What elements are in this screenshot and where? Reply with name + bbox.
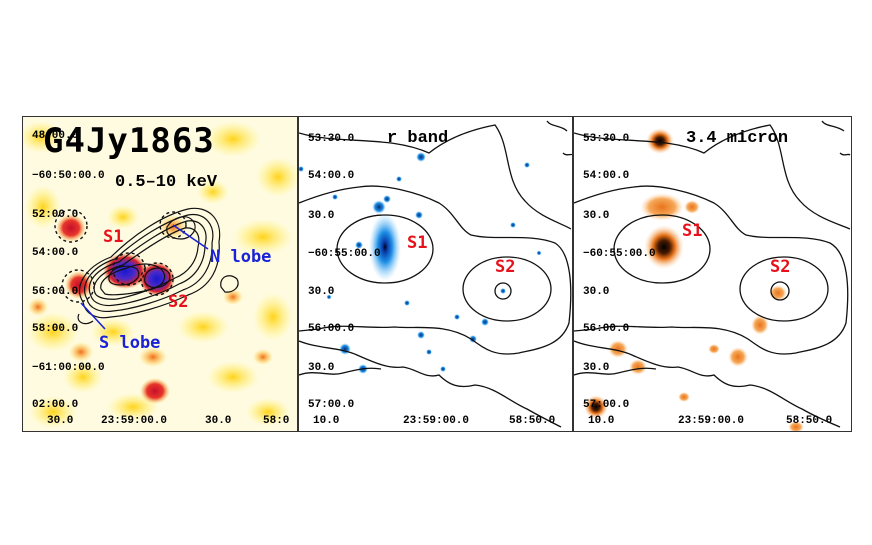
dec-tick: 56:00.0 [32, 286, 79, 298]
ra-tick: 23:59:00.0 [678, 415, 745, 427]
ra-tick: 30.0 [205, 415, 232, 427]
dec-tick: 53:30.0 [308, 133, 355, 145]
optical-s2-label: S2 [495, 257, 516, 277]
dec-tick: 57:00.0 [308, 399, 355, 411]
ra-tick: 58:50.0 [509, 415, 556, 427]
ra-tick: 10.0 [313, 415, 340, 427]
host-galaxy-s1-ir [644, 225, 684, 269]
dec-tick: −60:50:00.0 [32, 170, 105, 182]
dec-tick: 30.0 [583, 286, 610, 298]
dec-tick: −60:55:00.0 [308, 248, 381, 260]
s-lobe-pointer [80, 302, 106, 330]
optical-image [299, 117, 572, 431]
dec-tick: −60:55:00.0 [583, 248, 656, 260]
optical-contours [299, 120, 572, 428]
xray-contours [77, 207, 239, 325]
xray-band-label: 0.5–10 keV [115, 173, 218, 192]
host-galaxy-s1 [369, 213, 401, 281]
infrared-panel: 3.4 micron S1 S2 53:30.0 54:00.0 30.0 −6… [573, 116, 852, 432]
dec-tick: 54:00.0 [583, 170, 630, 182]
ra-tick: 23:59:00.0 [403, 415, 470, 427]
dec-tick: 56:00.0 [308, 323, 355, 335]
ra-tick: 30.0 [47, 415, 74, 427]
dec-tick: 56:00.0 [583, 323, 630, 335]
ra-tick: 58:50.0 [786, 415, 833, 427]
xray-noise [23, 121, 297, 428]
optical-band-label: r band [387, 129, 449, 148]
dec-tick: 30.0 [583, 210, 610, 222]
dec-tick: 54:00.0 [32, 247, 79, 259]
ir-contours [574, 120, 851, 428]
ir-field-sources [584, 193, 804, 431]
dec-tick: 53:30.0 [583, 133, 630, 145]
n-lobe-label: N lobe [210, 247, 272, 267]
xray-s1-label: S1 [103, 227, 124, 247]
ra-tick: 58:0 [263, 415, 290, 427]
ir-band-label: 3.4 micron [686, 129, 789, 148]
n-lobe-pointer [172, 224, 209, 250]
region-circles [54, 209, 187, 303]
dec-tick: 58:00.0 [32, 323, 79, 335]
xray-panel: G4Jy1863 0.5–10 keV S1 S2 N lobe S lobe … [22, 116, 298, 432]
xray-s2-label: S2 [168, 292, 189, 312]
xray-image [23, 117, 297, 431]
dec-tick: 54:00.0 [308, 170, 355, 182]
dec-tick: −61:00:00.0 [32, 362, 105, 374]
dec-tick: 02:00.0 [32, 399, 79, 411]
ir-s2-label: S2 [770, 257, 791, 277]
optical-panel: r band S1 S2 53:30.0 54:00.0 30.0 −60:55… [298, 116, 573, 432]
ra-tick: 23:59:00.0 [101, 415, 168, 427]
optical-s1-label: S1 [407, 233, 428, 253]
dec-tick: 57:00.0 [583, 399, 630, 411]
ir-s1-label: S1 [682, 221, 703, 241]
dec-tick: 48:00.0 [32, 130, 79, 142]
dec-tick: 30.0 [583, 362, 610, 374]
source-name: G4Jy1863 [43, 121, 215, 161]
dec-tick: 30.0 [308, 362, 335, 374]
s-lobe-label: S lobe [99, 333, 161, 353]
dec-tick: 30.0 [308, 210, 335, 222]
dec-tick: 30.0 [308, 286, 335, 298]
ra-tick: 10.0 [588, 415, 615, 427]
infrared-image [574, 117, 851, 431]
dec-tick: 52:00.0 [32, 209, 79, 221]
